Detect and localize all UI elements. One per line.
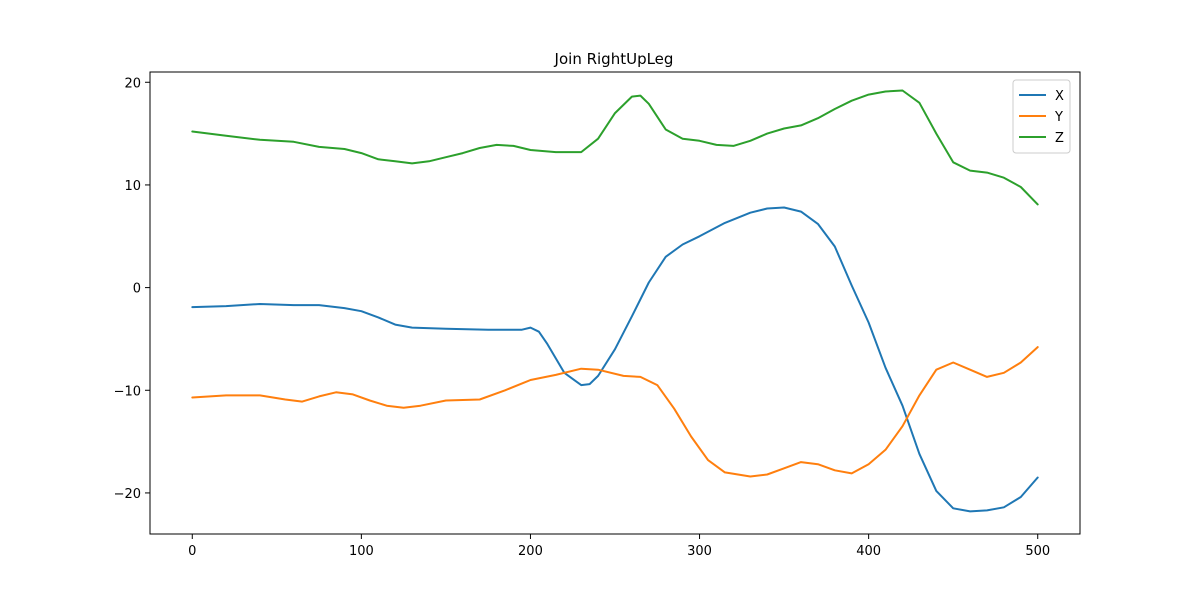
x-tick-label: 200 — [518, 544, 543, 559]
series-line-z — [191, 89, 1039, 206]
series-line-y — [191, 346, 1039, 478]
x-tick-label: 100 — [349, 544, 374, 559]
series-line-x — [191, 206, 1039, 513]
x-tick-label: 400 — [856, 544, 881, 559]
legend-label-z: Z — [1055, 131, 1064, 146]
plot-frame — [149, 71, 1081, 535]
y-tick-label: 20 — [124, 76, 141, 91]
y-tick-label: 0 — [133, 282, 141, 297]
x-tick-label: 0 — [188, 544, 196, 559]
chart-title: Join RightUpLeg — [554, 50, 674, 68]
x-tick-label: 500 — [1025, 544, 1050, 559]
y-tick-label: 10 — [124, 179, 141, 194]
legend-label-y: Y — [1054, 110, 1063, 125]
x-tick-label: 300 — [687, 544, 712, 559]
y-tick-label: −10 — [114, 384, 141, 399]
legend-label-x: X — [1055, 89, 1064, 104]
y-tick-label: −20 — [114, 487, 141, 502]
